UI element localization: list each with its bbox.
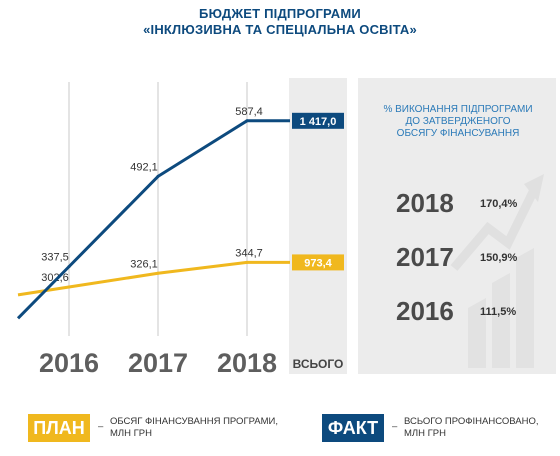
legend-plan: ПЛАН – ОБСЯГ ФІНАНСУВАННЯ ПРОГРАМИ, МЛН … xyxy=(28,414,308,442)
data-point-fact-2018 xyxy=(245,119,249,123)
x-tick-label-2016: 2016 xyxy=(39,348,99,378)
plan-dash: – xyxy=(98,421,104,432)
data-point-plan-2018 xyxy=(245,260,249,264)
plan-description: ОБСЯГ ФІНАНСУВАННЯ ПРОГРАМИ, МЛН ГРН xyxy=(110,416,278,440)
total-value-plan: 973,4 xyxy=(304,257,332,269)
total-column-label: ВСЬОГО xyxy=(293,357,344,371)
data-label-fact-2016: 337,5 xyxy=(41,252,69,264)
panel-heading: % ВИКОНАННЯ ПІДПРОГРАМИ ДО ЗАТВЕРДЖЕНОГО… xyxy=(374,104,542,140)
x-tick-label-2018: 2018 xyxy=(217,348,277,378)
data-point-fact-2017 xyxy=(156,174,160,178)
panel-row-year: 2018 xyxy=(396,188,454,218)
panel-heading-line3: ОБСЯГУ ФІНАНСУВАННЯ xyxy=(396,128,520,139)
legend-fact: ФАКТ – ВСЬОГО ПРОФІНАНСОВАНО, МЛН ГРН xyxy=(322,414,552,442)
data-label-plan-2018: 344,7 xyxy=(235,247,263,259)
panel-row-value: 111,5% xyxy=(480,306,517,318)
data-label-fact-2017: 492,1 xyxy=(130,161,158,173)
total-value-fact: 1 417,0 xyxy=(300,116,337,128)
plan-description-line1: ОБСЯГ ФІНАНСУВАННЯ ПРОГРАМИ, xyxy=(110,416,279,427)
fact-description-line2: МЛН ГРН xyxy=(404,428,446,439)
data-label-fact-2018: 587,4 xyxy=(235,106,263,118)
panel-heading-line1: % ВИКОНАННЯ ПІДПРОГРАМИ xyxy=(383,104,533,115)
panel-row-year: 2016 xyxy=(396,296,454,326)
plan-badge: ПЛАН xyxy=(28,414,90,442)
total-badge-plan xyxy=(292,254,344,271)
data-point-plan-2017 xyxy=(156,271,160,275)
data-point-plan-2016 xyxy=(67,285,71,289)
data-point-fact-2016 xyxy=(67,265,71,269)
panel-row-year: 2017 xyxy=(396,242,454,272)
chart-title-line2: «ІНКЛЮЗИВНА ТА СПЕЦІАЛЬНА ОСВІТА» xyxy=(143,22,417,37)
data-label-plan-2017: 326,1 xyxy=(130,258,158,270)
completion-panel: % ВИКОНАННЯ ПІДПРОГРАМИ ДО ЗАТВЕРДЖЕНОГО… xyxy=(358,78,556,374)
chart-title-line1: БЮДЖЕТ ПІДПРОГРАМИ xyxy=(199,6,361,21)
panel-row-2016: 2016 111,5% xyxy=(396,296,546,330)
fact-dash: – xyxy=(392,421,398,432)
total-badge-fact xyxy=(292,112,344,129)
growth-arrow-decoration xyxy=(450,174,544,368)
fact-description: ВСЬОГО ПРОФІНАНСОВАНО, МЛН ГРН xyxy=(404,416,539,440)
fact-description-line1: ВСЬОГО ПРОФІНАНСОВАНО, xyxy=(404,416,539,427)
panel-row-2018: 2018 170,4% xyxy=(396,188,546,222)
plan-description-line2: МЛН ГРН xyxy=(110,428,152,439)
panel-row-2017: 2017 150,9% xyxy=(396,242,546,276)
panel-heading-line2: ДО ЗАТВЕРДЖЕНОГО xyxy=(405,116,511,127)
panel-row-value: 150,9% xyxy=(480,252,518,264)
fact-badge: ФАКТ xyxy=(322,414,384,442)
panel-row-value: 170,4% xyxy=(480,198,518,210)
x-tick-label-2017: 2017 xyxy=(128,348,188,378)
